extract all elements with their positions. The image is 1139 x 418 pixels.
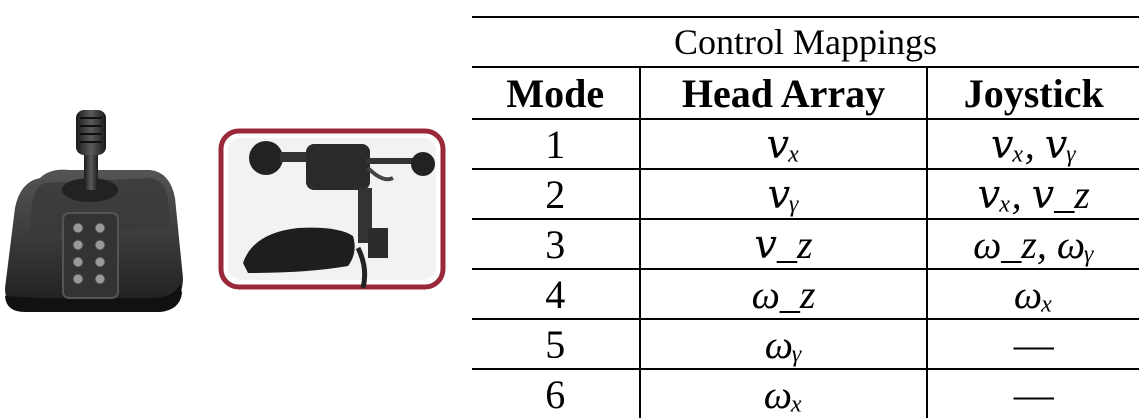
device-images bbox=[0, 0, 470, 416]
joystick-cell: 𝑣ₓ, 𝑣ᵧ bbox=[927, 119, 1139, 170]
head-array-cell: ω_z bbox=[639, 269, 929, 320]
joystick-cell: 𝑣ₓ, 𝑣_z bbox=[927, 169, 1139, 220]
joystick-cell: ω_z, ωᵧ bbox=[927, 219, 1139, 270]
column-header-joystick: Joystick bbox=[927, 67, 1139, 120]
joystick-cell: — bbox=[1013, 371, 1054, 417]
table-row: 1 𝑣ₓ 𝑣ₓ, 𝑣ᵧ bbox=[472, 119, 1139, 170]
table-row: 2 𝑣ᵧ 𝑣ₓ, 𝑣_z bbox=[472, 169, 1139, 220]
table-caption-row: Control Mappings bbox=[472, 16, 1139, 68]
column-header-mode: Mode bbox=[472, 67, 641, 120]
control-mappings-table: Control Mappings Mode Head Array Joystic… bbox=[472, 16, 1139, 418]
joystick-cell: — bbox=[927, 319, 1139, 370]
table-header-row: Mode Head Array Joystick bbox=[472, 67, 1139, 120]
table-row: 3 𝑣_z ω_z, ωᵧ bbox=[472, 219, 1139, 270]
table-row: 5 ωᵧ — bbox=[472, 319, 1139, 370]
mode-cell: 4 bbox=[472, 269, 641, 320]
table-row: 4 ω_z ωₓ bbox=[472, 269, 1139, 320]
mode-cell: 6 bbox=[472, 369, 641, 418]
head-array-cell: ωᵧ bbox=[639, 319, 929, 370]
mode-cell: 1 bbox=[472, 119, 641, 170]
joystick-image bbox=[5, 110, 183, 312]
mode-cell: 3 bbox=[472, 219, 641, 270]
table-caption: Control Mappings bbox=[472, 16, 1139, 68]
head-array-cell: ωₓ bbox=[639, 369, 929, 418]
head-array-cell: 𝑣ᵧ bbox=[639, 169, 929, 220]
head-array-cell: 𝑣ₓ bbox=[639, 119, 929, 170]
table-row: 6 ωₓ — bbox=[472, 369, 1139, 418]
mode-cell: 2 bbox=[472, 169, 641, 220]
column-header-head-array: Head Array bbox=[639, 67, 929, 120]
joystick-cell: ωₓ bbox=[927, 269, 1139, 320]
mode-cell: 5 bbox=[472, 319, 641, 370]
head-array-image bbox=[218, 128, 446, 290]
head-array-cell: 𝑣_z bbox=[639, 219, 929, 270]
